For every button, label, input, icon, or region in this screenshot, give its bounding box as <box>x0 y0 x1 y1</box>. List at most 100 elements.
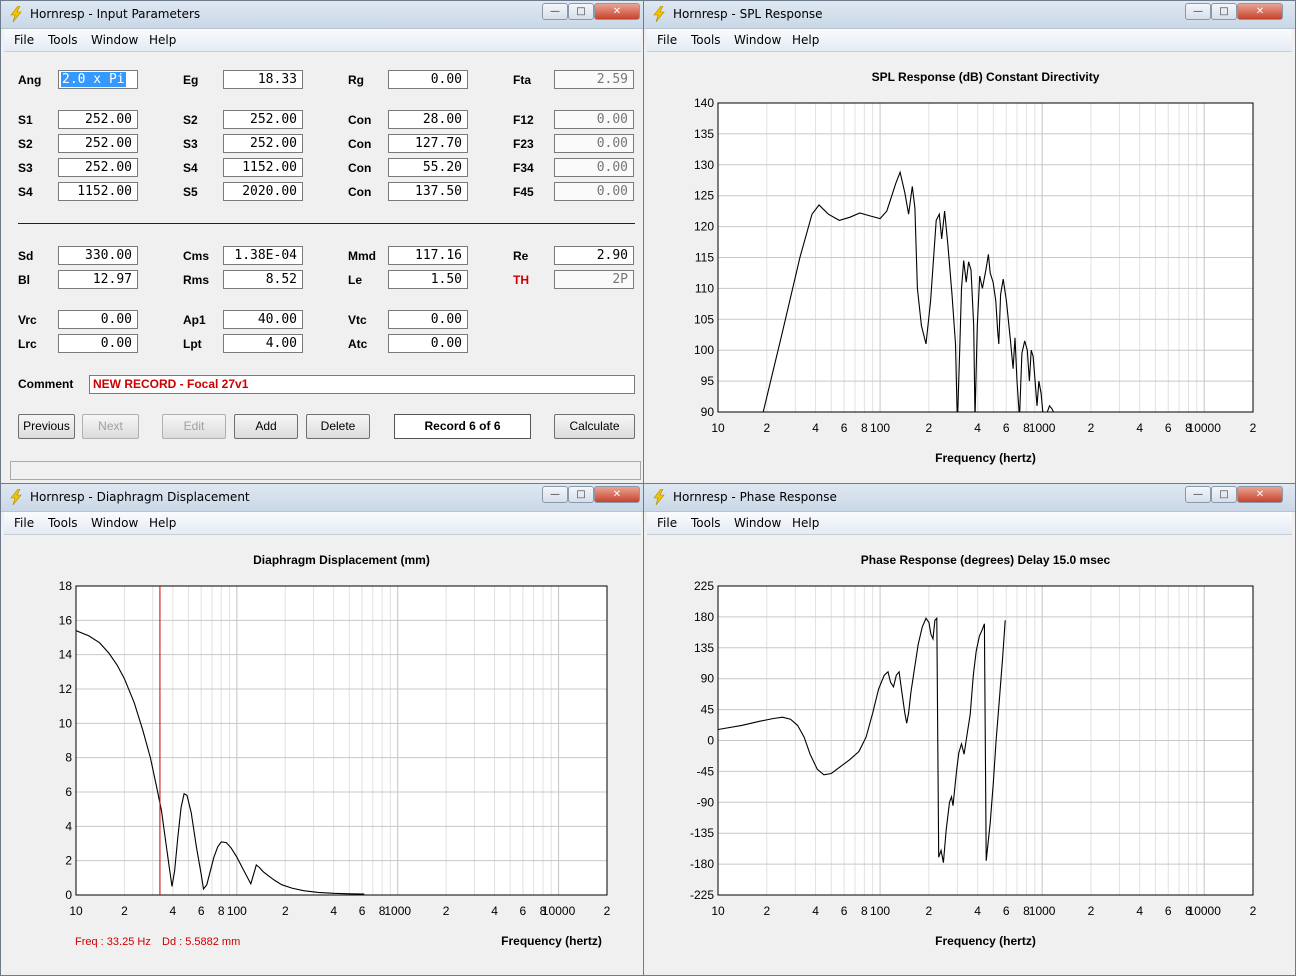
y-tick-label: -90 <box>697 795 715 809</box>
field-ang-0[interactable]: 2.0 x Pi <box>58 70 138 89</box>
calculate-button[interactable]: Calculate <box>554 414 635 439</box>
field-lrc-31[interactable]: 0.00 <box>58 334 138 353</box>
field-le-26[interactable]: 1.50 <box>388 270 468 289</box>
x-tick-label: 4 <box>330 904 337 918</box>
menu-file[interactable]: File <box>14 33 35 47</box>
maximize-button[interactable]: □ <box>568 486 594 503</box>
menu-window[interactable]: Window <box>734 516 782 530</box>
menu-tools[interactable]: Tools <box>691 516 721 530</box>
title-bar[interactable]: Hornresp - SPL Response — □ ✕ <box>644 1 1295 29</box>
menu-window[interactable]: Window <box>91 33 139 47</box>
menu-tools[interactable]: Tools <box>48 33 78 47</box>
chart-title: SPL Response (dB) Constant Directivity <box>872 70 1100 84</box>
y-tick-label: 10 <box>59 716 73 730</box>
label-rg-2: Rg <box>348 73 364 87</box>
label-s5-17: S5 <box>183 185 198 199</box>
minimize-button[interactable]: — <box>1185 3 1211 20</box>
maximize-button[interactable]: □ <box>568 3 594 20</box>
minimize-button[interactable]: — <box>542 3 568 20</box>
previous-button[interactable]: Previous <box>18 414 75 439</box>
field-s4-16[interactable]: 1152.00 <box>58 182 138 201</box>
field-s3-12[interactable]: 252.00 <box>58 158 138 177</box>
field-con-10[interactable]: 127.70 <box>388 134 468 153</box>
menu-help[interactable]: Help <box>149 516 177 530</box>
menu-file[interactable]: File <box>14 516 35 530</box>
minimize-button[interactable]: — <box>542 486 568 503</box>
field-con-6[interactable]: 28.00 <box>388 110 468 129</box>
maximize-button[interactable]: □ <box>1211 3 1237 20</box>
field-mmd-22[interactable]: 117.16 <box>388 246 468 265</box>
field-sd-20[interactable]: 330.00 <box>58 246 138 265</box>
window-title: Hornresp - SPL Response <box>673 7 823 21</box>
field-re-23[interactable]: 2.90 <box>554 246 634 265</box>
menu-window[interactable]: Window <box>91 516 139 530</box>
window-title: Hornresp - Diaphragm Displacement <box>30 490 250 504</box>
title-bar[interactable]: Hornresp - Input Parameters — □ ✕ <box>1 1 644 29</box>
x-tick-label: 4 <box>974 421 981 435</box>
close-button[interactable]: ✕ <box>1237 3 1283 20</box>
x-tick-label: 4 <box>812 421 819 435</box>
field-s5-17[interactable]: 2020.00 <box>223 182 303 201</box>
label-th-27: TH <box>513 273 529 287</box>
field-s4-13[interactable]: 1152.00 <box>223 158 303 177</box>
x-tick-label: 8 <box>861 904 868 918</box>
label-lpt-32: Lpt <box>183 337 202 351</box>
field-bl-24[interactable]: 12.97 <box>58 270 138 289</box>
field-con-18[interactable]: 137.50 <box>388 182 468 201</box>
field-vtc-30[interactable]: 0.00 <box>388 310 468 329</box>
field-f12-7[interactable]: 0.00 <box>554 110 634 129</box>
field-con-14[interactable]: 55.20 <box>388 158 468 177</box>
y-tick-label: 12 <box>59 682 73 696</box>
close-button[interactable]: ✕ <box>594 486 640 503</box>
menu-help[interactable]: Help <box>792 33 820 47</box>
field-atc-33[interactable]: 0.00 <box>388 334 468 353</box>
field-th-27[interactable]: 2P <box>554 270 634 289</box>
field-s3-9[interactable]: 252.00 <box>223 134 303 153</box>
menu-tools[interactable]: Tools <box>691 33 721 47</box>
menu-help[interactable]: Help <box>792 516 820 530</box>
field-s2-5[interactable]: 252.00 <box>223 110 303 129</box>
edit-button[interactable]: Edit <box>162 414 226 439</box>
field-s1-4[interactable]: 252.00 <box>58 110 138 129</box>
field-rms-25[interactable]: 8.52 <box>223 270 303 289</box>
field-vrc-28[interactable]: 0.00 <box>58 310 138 329</box>
separator-line <box>18 223 635 224</box>
x-tick-label: 8 <box>1185 904 1192 918</box>
field-ap1-29[interactable]: 40.00 <box>223 310 303 329</box>
title-bar[interactable]: Hornresp - Phase Response — □ ✕ <box>644 484 1295 512</box>
delete-button[interactable]: Delete <box>306 414 370 439</box>
field-lpt-32[interactable]: 4.00 <box>223 334 303 353</box>
field-fta-3[interactable]: 2.59 <box>554 70 634 89</box>
maximize-button[interactable]: □ <box>1211 486 1237 503</box>
field-f34-15[interactable]: 0.00 <box>554 158 634 177</box>
close-button[interactable]: ✕ <box>594 3 640 20</box>
x-tick-label: 2 <box>1088 421 1095 435</box>
menu-help[interactable]: Help <box>149 33 177 47</box>
x-tick-label: 8 <box>1023 904 1030 918</box>
label-vtc-30: Vtc <box>348 313 367 327</box>
field-f23-11[interactable]: 0.00 <box>554 134 634 153</box>
x-tick-label: 2 <box>926 904 933 918</box>
window-title: Hornresp - Input Parameters <box>30 7 201 21</box>
menu-window[interactable]: Window <box>734 33 782 47</box>
title-bar[interactable]: Hornresp - Diaphragm Displacement — □ ✕ <box>1 484 644 512</box>
add-button[interactable]: Add <box>234 414 298 439</box>
field-cms-21[interactable]: 1.38E-04 <box>223 246 303 265</box>
menu-file[interactable]: File <box>657 516 678 530</box>
field-f45-19[interactable]: 0.00 <box>554 182 634 201</box>
field-eg-1[interactable]: 18.33 <box>223 70 303 89</box>
series-line-0 <box>762 170 1055 412</box>
y-tick-label: 18 <box>59 579 73 593</box>
minimize-button[interactable]: — <box>1185 486 1211 503</box>
menu-file[interactable]: File <box>657 33 678 47</box>
comment-field[interactable]: NEW RECORD - Focal 27v1 <box>89 375 635 394</box>
x-tick-label: 1000 <box>1029 421 1056 435</box>
field-rg-2[interactable]: 0.00 <box>388 70 468 89</box>
close-button[interactable]: ✕ <box>1237 486 1283 503</box>
field-s2-8[interactable]: 252.00 <box>58 134 138 153</box>
menu-tools[interactable]: Tools <box>48 516 78 530</box>
next-button[interactable]: Next <box>82 414 139 439</box>
